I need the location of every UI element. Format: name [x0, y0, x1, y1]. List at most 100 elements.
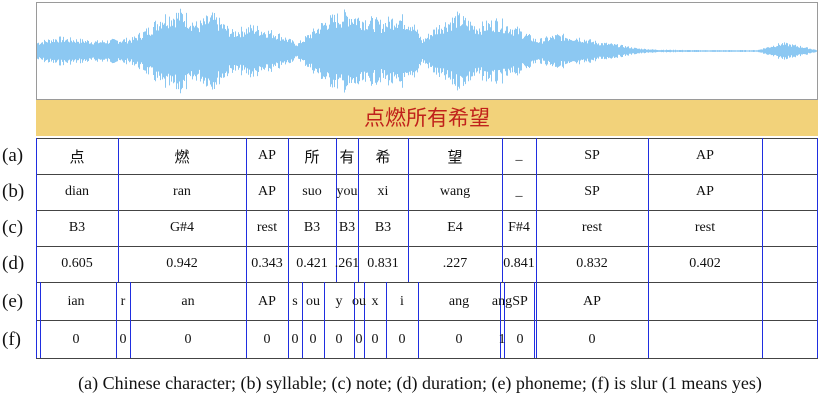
phoneme-cell: ang	[448, 294, 470, 309]
character-cell: SP	[584, 148, 600, 163]
phoneme-divider	[288, 282, 289, 358]
phoneme-cell: i	[400, 294, 404, 309]
character-cell: AP	[258, 148, 276, 163]
phoneme-divider	[354, 282, 355, 358]
slur-cell: 0	[119, 332, 127, 347]
character-cell: 所	[304, 147, 320, 166]
row-divider	[36, 358, 818, 359]
character-cell: AP	[696, 148, 714, 163]
note-cell: rest	[694, 220, 716, 235]
phoneme-divider	[817, 282, 818, 358]
phoneme-divider	[504, 282, 505, 358]
phoneme-divider	[762, 282, 763, 358]
syllable-cell: xi	[377, 184, 389, 199]
character-cell: 希	[375, 147, 391, 166]
phoneme-divider	[116, 282, 117, 358]
phoneme-cell: s	[292, 294, 298, 309]
slur-cell: 0	[184, 332, 192, 347]
row-divider	[36, 246, 818, 247]
row-label: (f)	[2, 329, 21, 350]
slur-cell: 1	[498, 332, 506, 347]
annotation-table: 点燃 AP 所有希望 _ SP AP dian ran AP suo you xi wang _ SP AP B…	[36, 138, 818, 360]
slur-cell: 0	[72, 332, 80, 347]
phoneme-cell: x	[371, 294, 379, 309]
waveform-panel	[36, 2, 818, 100]
phoneme-divider	[386, 282, 387, 358]
syllable-cell: AP	[696, 184, 714, 199]
phoneme-cell: ou	[306, 294, 320, 309]
duration-cell: 0.421	[296, 256, 328, 271]
phoneme-divider	[130, 282, 131, 358]
note-cell: B3	[303, 220, 321, 235]
phoneme-cell: ian	[67, 294, 85, 309]
phoneme-divider	[364, 282, 365, 358]
row-divider	[36, 282, 818, 283]
column-divider	[36, 138, 37, 282]
character-cell: 点	[69, 147, 85, 166]
phoneme-divider	[536, 282, 537, 358]
phoneme-cell: ou	[352, 294, 366, 309]
row-label: (d)	[2, 253, 25, 274]
row-divider	[36, 210, 818, 211]
waveform-graphic	[37, 8, 817, 94]
duration-cell: 0.832	[576, 256, 608, 271]
character-cell: 燃	[174, 147, 190, 166]
duration-cell: 0.343	[251, 256, 283, 271]
phoneme-cell: an	[181, 294, 195, 309]
phoneme-divider	[246, 282, 247, 358]
phoneme-divider	[40, 282, 41, 358]
slur-cell: 0	[588, 332, 596, 347]
row-divider	[36, 174, 818, 175]
phoneme-cell: SP	[512, 294, 528, 309]
lyric-banner: 点燃所有希望	[36, 100, 818, 136]
syllable-cell: dian	[64, 184, 90, 199]
phoneme-divider	[500, 282, 501, 358]
column-divider	[762, 138, 763, 282]
syllable-cell: _	[515, 184, 523, 199]
row-divider	[36, 138, 818, 139]
syllable-cell: suo	[302, 184, 322, 199]
phoneme-divider	[648, 282, 649, 358]
slur-cell: 0	[371, 332, 379, 347]
column-divider	[358, 138, 359, 282]
note-cell: B3	[338, 220, 356, 235]
phoneme-cell: AP	[583, 294, 601, 309]
row-label: (a)	[2, 145, 24, 166]
note-cell: rest	[256, 220, 278, 235]
note-cell: B3	[374, 220, 392, 235]
note-cell: F#4	[508, 220, 530, 235]
duration-cell: 0.831	[367, 256, 399, 271]
syllable-cell: AP	[258, 184, 276, 199]
column-divider	[118, 138, 119, 282]
slur-cell: 0	[335, 332, 343, 347]
column-divider	[246, 138, 247, 282]
note-cell: B3	[68, 220, 86, 235]
duration-cell: 0.841	[503, 256, 535, 271]
duration-cell: 0.605	[61, 256, 93, 271]
slur-cell: 0	[355, 332, 363, 347]
duration-cell: .227	[442, 256, 468, 271]
syllable-cell: wang	[439, 184, 471, 199]
slur-cell: 0	[455, 332, 463, 347]
phoneme-divider	[534, 282, 535, 358]
character-cell: _	[515, 148, 523, 163]
note-cell: rest	[581, 220, 603, 235]
phoneme-cell: AP	[258, 294, 276, 309]
duration-cell: .261	[334, 256, 360, 271]
slur-cell: 0	[291, 332, 299, 347]
duration-cell: 0.942	[166, 256, 198, 271]
character-cell: 望	[447, 147, 463, 166]
column-divider	[817, 138, 818, 282]
column-divider	[648, 138, 649, 282]
column-divider	[336, 138, 337, 282]
slur-cell: 0	[263, 332, 271, 347]
character-cell: 有	[339, 147, 355, 166]
phoneme-cell: y	[335, 294, 343, 309]
column-divider	[502, 138, 503, 282]
column-divider	[536, 138, 537, 282]
phoneme-divider	[418, 282, 419, 358]
slur-cell: 0	[309, 332, 317, 347]
note-cell: G#4	[169, 220, 195, 235]
phoneme-divider	[302, 282, 303, 358]
row-divider	[36, 320, 818, 321]
